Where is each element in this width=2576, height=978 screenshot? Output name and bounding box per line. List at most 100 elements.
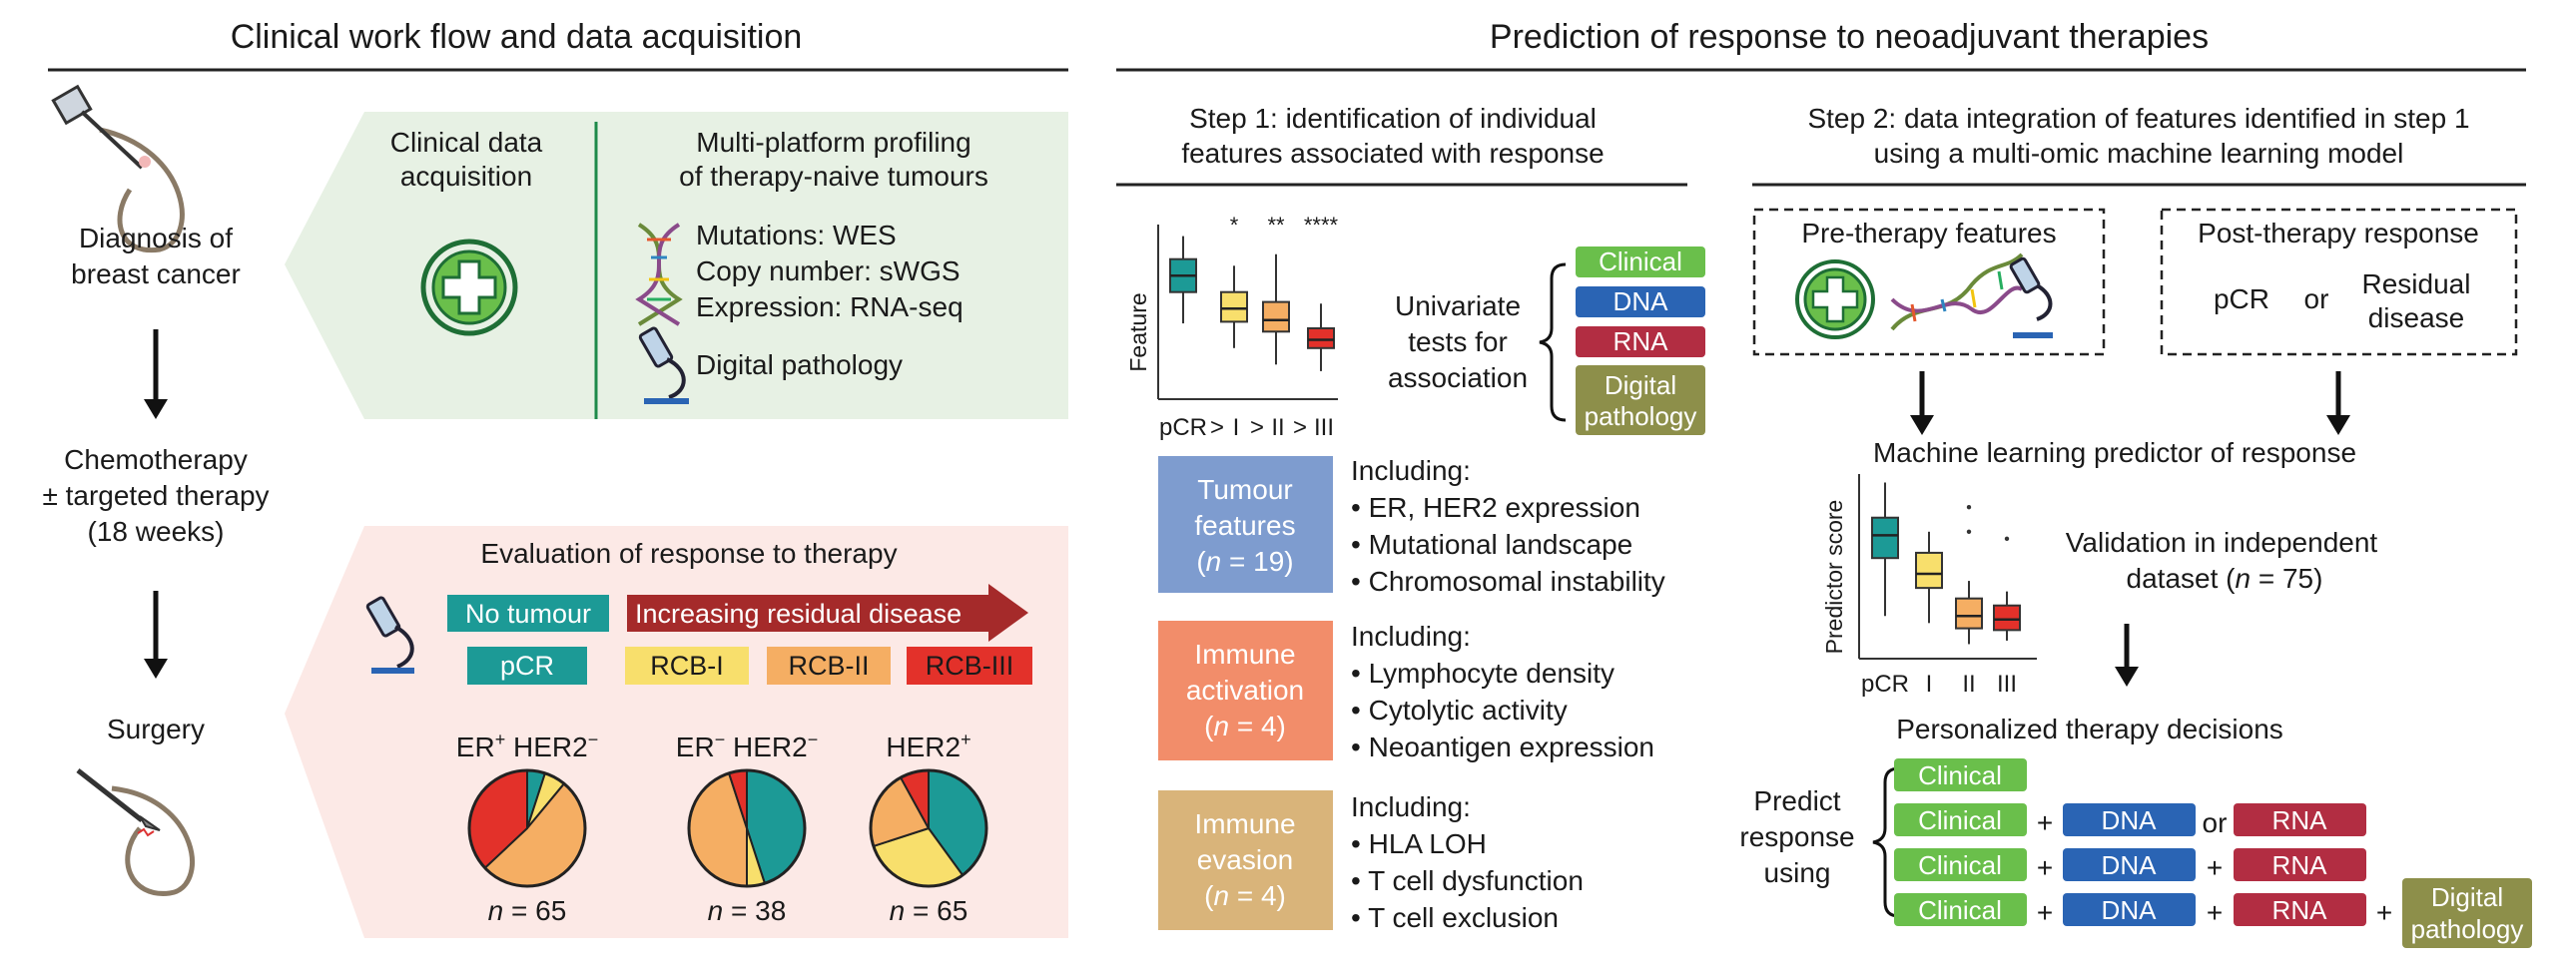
pre-dna-icon	[1890, 252, 2024, 331]
predictor-x-pcr: pCR	[1861, 671, 1909, 698]
right-title: Prediction of response to neoadjuvant th…	[1490, 18, 2209, 56]
microscope-icon	[638, 326, 689, 404]
group-activation-item3: • Neoantigen expression	[1351, 732, 1654, 762]
group-tumour-item3: • Chromosomal instability	[1351, 566, 1665, 597]
response-pies	[467, 768, 988, 888]
stage-chemo-line1: Chemotherapy	[64, 444, 248, 475]
predictor-outlier-1	[1966, 504, 1972, 510]
row2-rna-label: RNA	[2272, 805, 2328, 835]
row1-clinical	[1894, 758, 2027, 791]
left-title: Clinical work flow and data acquisition	[231, 18, 803, 56]
pie1-outline	[467, 768, 587, 888]
tag-pathology-line1: Digital	[1605, 370, 1676, 400]
feature-x-ii: II	[1271, 414, 1284, 441]
predict-brace	[1872, 766, 1900, 918]
tag-dna-label: DNA	[1613, 286, 1669, 316]
feature-x-gt3: >	[1293, 414, 1307, 441]
predictor-box-i	[1915, 551, 1943, 590]
group-evasion-item2: • T cell dysfunction	[1351, 865, 1584, 896]
row4-plus1: +	[2037, 897, 2053, 928]
row4-rna-label: RNA	[2272, 895, 2328, 925]
univariate-brace	[1539, 262, 1567, 422]
profiling-copy-number: Copy number: sWGS	[696, 255, 961, 286]
feature-x-i: I	[1233, 414, 1240, 441]
feature-star-1: *	[1230, 213, 1239, 238]
feature-boxplot	[1169, 236, 1335, 371]
group-tumour-n: (n = 19)	[1196, 546, 1293, 577]
predictor-x-ii: II	[1962, 671, 1975, 698]
predictor-box-pcr	[1871, 516, 1899, 560]
step1-line2: features associated with response	[1181, 138, 1604, 169]
microscope-icon-2	[365, 596, 414, 674]
row4-clinical	[1894, 893, 2027, 926]
tag-pathology	[1576, 365, 1705, 435]
class-rcb2-box	[767, 647, 891, 685]
post-therapy-box	[2160, 208, 2518, 356]
row3-plus2: +	[2207, 852, 2223, 883]
feature-box-iii	[1307, 327, 1335, 349]
group-tumour-line2: features	[1194, 510, 1295, 541]
tag-clinical	[1576, 246, 1705, 277]
down-arrow-2	[144, 591, 168, 679]
tag-dna	[1576, 286, 1705, 317]
feature-box-i	[1220, 290, 1248, 323]
class-rcb1-label: RCB-I	[650, 651, 724, 681]
group-evasion-including: Including:	[1351, 791, 1471, 822]
group-evasion-box	[1158, 790, 1333, 930]
predictor-box-iii	[1993, 604, 2021, 632]
row4-dna-label: DNA	[2102, 895, 2158, 925]
pie1-label: ER+ HER2−	[456, 730, 598, 762]
personalized-title: Personalized therapy decisions	[1896, 714, 2283, 744]
tag-pathology-line2: pathology	[1585, 401, 1697, 431]
group-activation-line1: Immune	[1194, 639, 1295, 670]
down-arrow-post	[2326, 371, 2350, 435]
predictor-x-iii: III	[1997, 671, 2017, 698]
tag-clinical-label: Clinical	[1599, 246, 1682, 276]
row4-plus2: +	[2207, 897, 2223, 928]
univariate-line3: association	[1388, 362, 1528, 393]
pre-microscope-icon	[2009, 256, 2053, 338]
row4-clinical-label: Clinical	[1918, 895, 2002, 925]
predictor-x-i: I	[1926, 671, 1933, 698]
pie2-n: n = 38	[708, 895, 787, 926]
increasing-arrow	[627, 584, 1028, 642]
feature-box-ii	[1262, 300, 1290, 333]
pie3-n: n = 65	[890, 895, 968, 926]
group-activation-n: (n = 4)	[1204, 711, 1286, 741]
row3-clinical-label: Clinical	[1918, 850, 2002, 880]
pre-clinical-icon	[1795, 259, 1875, 339]
row3-clinical	[1894, 848, 2027, 881]
row2-plus: +	[2037, 807, 2053, 838]
group-evasion-item1: • HLA LOH	[1351, 828, 1487, 859]
post-residual-line1: Residual	[2362, 268, 2471, 299]
row2-clinical	[1894, 803, 2027, 836]
ml-title: Machine learning predictor of response	[1873, 437, 2356, 468]
group-evasion-line2: evasion	[1197, 844, 1294, 875]
row2-or: or	[2203, 807, 2228, 838]
down-arrow-pre	[1910, 371, 1934, 435]
tag-rna-label: RNA	[1613, 326, 1669, 356]
pie1-n: n = 65	[488, 895, 567, 926]
predict-line1: Predict	[1753, 785, 1840, 816]
feature-x-gt1: >	[1210, 414, 1224, 441]
univariate-line2: tests for	[1408, 326, 1508, 357]
row2-rna	[2234, 803, 2366, 836]
group-activation-line2: activation	[1186, 675, 1304, 706]
row4-plus3: +	[2376, 897, 2392, 928]
row4-pathology-line2: pathology	[2411, 914, 2524, 944]
group-tumour-item1: • ER, HER2 expression	[1351, 492, 1640, 523]
row2-dna-label: DNA	[2102, 805, 2158, 835]
clinical-acq-line2: acquisition	[400, 161, 532, 192]
post-therapy-label: Post-therapy response	[2198, 218, 2479, 248]
scalpel-icon	[76, 768, 195, 896]
post-or: or	[2304, 283, 2329, 314]
stage-surgery: Surgery	[107, 714, 205, 744]
class-rcb3-label: RCB-III	[926, 651, 1014, 681]
group-activation-including: Including:	[1351, 621, 1471, 652]
profiling-mutations: Mutations: WES	[696, 220, 897, 250]
predictor-boxplot	[1871, 482, 2021, 645]
validation-line2: dataset (n = 75)	[2127, 563, 2323, 594]
down-arrow-1	[144, 329, 168, 419]
stage-chemo-line3: (18 weeks)	[88, 516, 225, 547]
class-pcr-box	[467, 647, 587, 685]
